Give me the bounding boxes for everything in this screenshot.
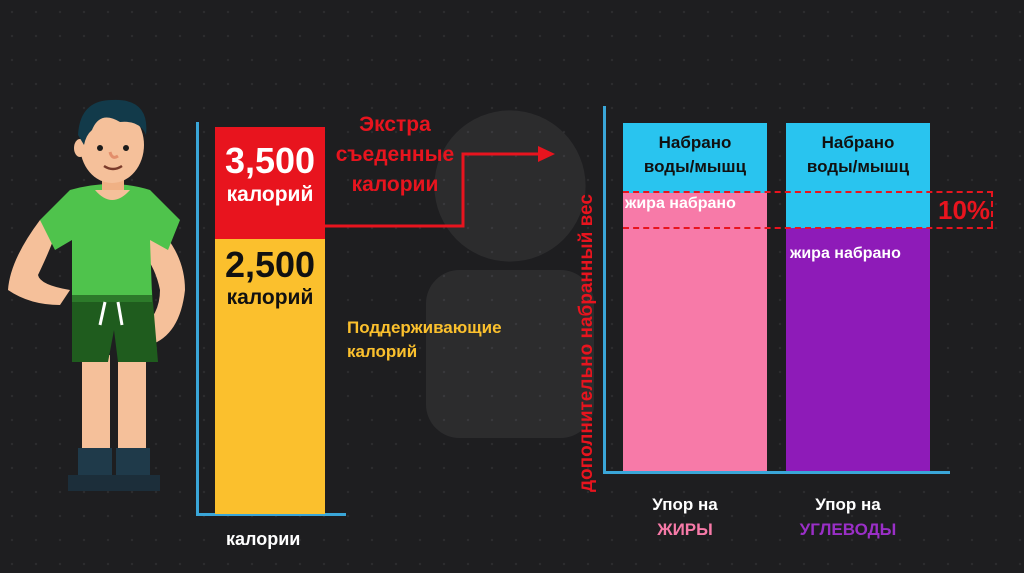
bar1-water-muscle	[623, 123, 767, 193]
arrow-right-icon	[325, 146, 555, 228]
maintenance-calories-bar	[215, 239, 325, 514]
person-illustration	[8, 99, 185, 491]
bar1-top-line1: Набрано	[658, 133, 732, 152]
cat2-line2: УГЛЕВОДЫ	[799, 520, 897, 539]
bar1-top-line2: воды/мышц	[643, 157, 747, 176]
maint-label-line2: калорий	[347, 342, 418, 361]
extra-calories-bar	[215, 127, 325, 239]
bar2-fat-label: жира набрано	[790, 245, 901, 262]
cat1-line2: ЖИРЫ	[657, 520, 713, 539]
bar2-top-line1: Набрано	[821, 133, 895, 152]
bar2-fat	[786, 228, 930, 471]
maintenance-value: 2,500	[224, 244, 316, 285]
cat2-line1: Упор на	[815, 495, 881, 514]
difference-value: 10%	[938, 195, 991, 225]
background-emblem	[426, 110, 594, 438]
cat1-line1: Упор на	[652, 495, 718, 514]
left-y-axis	[196, 122, 199, 516]
difference-bracket	[991, 191, 993, 227]
maintenance-label: Поддерживающие калорий	[347, 316, 547, 364]
difference-line-top	[623, 191, 993, 193]
bar2-water-muscle	[786, 123, 930, 228]
extra-unit: калорий	[226, 183, 314, 206]
difference-line-bottom	[623, 227, 993, 229]
bar2-top-line2: воды/мышц	[806, 157, 910, 176]
bar1-fat-label: жира набрано	[625, 195, 736, 212]
maintenance-unit: калорий	[226, 286, 314, 309]
right-x-axis	[603, 471, 950, 474]
right-y-axis	[603, 106, 606, 474]
extra-label-line3: калории	[351, 173, 439, 196]
category-fats: Упор на ЖИРЫ	[623, 492, 747, 542]
extra-value: 3,500	[224, 140, 316, 181]
category-carbs: Упор на УГЛЕВОДЫ	[786, 492, 910, 542]
bar1-water-label: Набрано воды/мышц	[623, 131, 767, 179]
bar2-water-label: Набрано воды/мышц	[786, 131, 930, 179]
maint-label-line1: Поддерживающие	[347, 318, 502, 337]
extra-label-line2: съеденные	[335, 143, 455, 166]
left-x-label: калории	[226, 529, 301, 549]
right-y-label: дополнительно набранный вес	[576, 194, 597, 492]
left-x-axis	[196, 513, 346, 516]
bar1-fat	[623, 193, 767, 471]
extra-calories-label: Экстра съеденные калории	[330, 110, 460, 200]
extra-label-line1: Экстра	[359, 113, 431, 136]
